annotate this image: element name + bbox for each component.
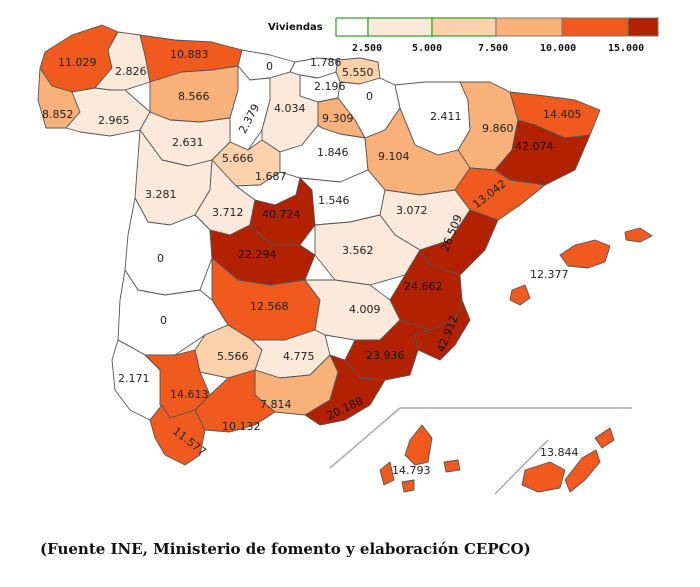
value-label: 8.566 xyxy=(178,90,210,103)
value-label: 7.814 xyxy=(260,398,292,411)
value-label: 23.936 xyxy=(366,349,405,362)
value-label: 9.104 xyxy=(378,150,410,163)
value-label: 13.844 xyxy=(540,446,579,459)
value-label: 3.712 xyxy=(212,206,244,219)
legend-swatch-1 xyxy=(367,17,433,37)
value-label: 42.074 xyxy=(515,140,554,153)
value-label: 0 xyxy=(160,314,167,327)
region-fuerteventura xyxy=(564,449,601,493)
value-label: 2.171 xyxy=(118,372,150,385)
value-label: 12.568 xyxy=(250,300,289,313)
legend-swatch-0 xyxy=(335,17,369,37)
value-label: 12.377 xyxy=(530,268,569,281)
legend-tick-4: 15.000 xyxy=(608,43,644,54)
provinces xyxy=(37,24,653,493)
value-label: 40.724 xyxy=(262,208,301,221)
region-caceres xyxy=(124,197,213,296)
region-hierro xyxy=(401,479,415,493)
source-caption: (Fuente INE, Ministerio de fomento y ela… xyxy=(40,540,531,558)
value-label: 8.852 xyxy=(42,108,74,121)
value-label: 2.631 xyxy=(172,136,204,149)
region-tenerife xyxy=(404,424,433,466)
region-gran-canaria xyxy=(521,461,566,493)
inset-line-3 xyxy=(494,439,549,495)
legend-swatch-5 xyxy=(627,17,659,37)
value-label: 5.566 xyxy=(217,350,249,363)
value-label: 1.687 xyxy=(255,170,287,183)
region-menorca xyxy=(624,227,653,243)
region-palencia xyxy=(229,65,271,151)
region-barcelona xyxy=(494,119,591,186)
value-label: 22.294 xyxy=(238,248,277,261)
value-label: 10.883 xyxy=(170,48,209,61)
value-label: 2.196 xyxy=(314,80,346,93)
value-label: 2.411 xyxy=(430,110,462,123)
legend-tick-0: 2.500 xyxy=(352,43,382,54)
value-label: 9.860 xyxy=(482,122,514,135)
value-label: 1.546 xyxy=(318,194,350,207)
legend-swatch-3 xyxy=(495,17,563,37)
value-label: 24.662 xyxy=(404,280,443,293)
region-la-palma xyxy=(379,461,395,486)
value-label: 5.550 xyxy=(342,66,374,79)
legend-swatch-2 xyxy=(431,17,497,37)
value-label: 11.029 xyxy=(58,56,97,69)
region-cadiz xyxy=(149,404,206,466)
inset-line-1 xyxy=(329,407,401,469)
value-label: 14.613 xyxy=(170,388,209,401)
value-label: 5.666 xyxy=(222,152,254,165)
region-la-gomera xyxy=(443,459,461,473)
value-label: 3.562 xyxy=(342,244,374,257)
value-label: 4.034 xyxy=(274,102,306,115)
value-label: 2.965 xyxy=(98,114,130,127)
value-label: 2.826 xyxy=(115,65,147,78)
value-label: 3.072 xyxy=(396,204,428,217)
value-label: 4.775 xyxy=(283,350,315,363)
value-label: 4.009 xyxy=(349,303,381,316)
value-label: 0 xyxy=(157,252,164,265)
legend-tick-2: 7.500 xyxy=(478,43,508,54)
value-label: 0 xyxy=(366,90,373,103)
region-lanzarote xyxy=(594,427,615,449)
legend-tick-1: 5.000 xyxy=(412,43,442,54)
value-label: 1.846 xyxy=(317,146,349,159)
region-ibiza xyxy=(509,284,531,306)
legend-swatch-4 xyxy=(561,17,629,37)
value-label: 3.281 xyxy=(145,188,177,201)
legend-title: Viviendas xyxy=(268,22,323,33)
region-almeria xyxy=(304,354,386,426)
value-label: 14.793 xyxy=(392,464,431,477)
canary-inset-frame xyxy=(329,407,632,495)
value-label: 9.309 xyxy=(322,112,354,125)
value-label: 14.405 xyxy=(543,108,582,121)
region-baleares xyxy=(559,239,611,269)
value-label: 1.786 xyxy=(310,56,342,69)
legend-tick-3: 10.000 xyxy=(540,43,576,54)
value-label: 0 xyxy=(266,60,273,73)
region-malaga xyxy=(194,369,276,433)
value-label: 10.132 xyxy=(222,420,261,433)
legend: Viviendas 2.500 5.000 7.500 10.000 15.00… xyxy=(268,17,659,54)
